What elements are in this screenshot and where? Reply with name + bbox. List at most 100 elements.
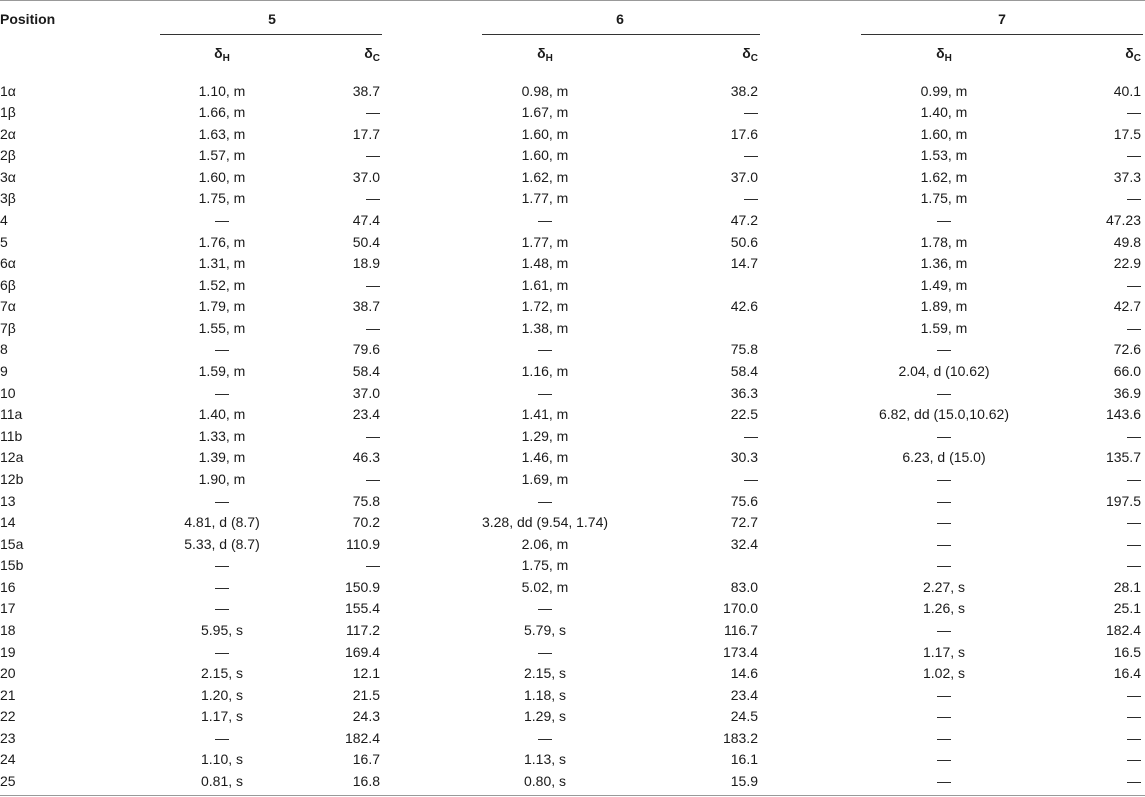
delta-h-5-cell: 1.63, m [198, 125, 246, 142]
delta-c-6-cell: 23.4 [730, 686, 758, 703]
position-cell: 2α [0, 125, 16, 142]
delta-c-7-cell: 66.0 [1113, 363, 1141, 380]
delta-h-7-cell: — [937, 341, 951, 358]
group-header-6: 6 [616, 11, 624, 27]
delta-c-7-cell: — [1127, 535, 1141, 552]
bottom-rule [0, 795, 1145, 796]
delta-c-7-cell: 49.8 [1113, 233, 1141, 250]
delta-h-7-cell: 1.60, m [920, 125, 968, 142]
delta-h-5-cell: 1.40, m [198, 406, 246, 423]
delta-h-5-cell: 1.66, m [198, 104, 246, 121]
position-cell: 20 [0, 665, 16, 682]
position-cell: 15b [0, 557, 24, 574]
delta-c-header-7: δC [1125, 45, 1141, 64]
delta-h-5-cell: — [215, 729, 229, 746]
delta-h-7-cell: — [937, 686, 951, 703]
position-cell: 13 [0, 492, 16, 509]
delta-h-5-cell: — [215, 578, 229, 595]
delta-h-5-cell: 1.57, m [198, 147, 246, 164]
delta-c-7-cell: 28.1 [1113, 578, 1141, 595]
delta-h-6-cell: 1.48, m [521, 255, 569, 272]
position-cell: 5 [0, 233, 8, 250]
delta-c-6-cell: 83.0 [730, 578, 758, 595]
delta-h-header-6: δH [537, 45, 553, 64]
delta-c-6-cell: 116.7 [724, 622, 758, 638]
position-cell: 3α [0, 168, 16, 185]
delta-h-6-cell: 1.13, s [523, 751, 567, 768]
position-cell: 25 [0, 773, 16, 790]
delta-c-5-cell: 79.6 [352, 341, 380, 358]
group-rule-7 [861, 34, 1143, 35]
delta-c-7-cell: — [1127, 427, 1141, 444]
delta-c-6-cell: 75.8 [730, 341, 758, 358]
delta-c-7-cell: — [1127, 708, 1141, 725]
delta-c-6-cell: 42.6 [730, 298, 758, 315]
delta-h-6-cell: — [538, 600, 552, 617]
delta-c-5-cell: — [366, 104, 380, 121]
delta-c-7-cell: — [1127, 729, 1141, 746]
delta-c-7-cell: — [1127, 104, 1141, 121]
delta-h-6-cell: — [538, 211, 552, 228]
delta-c-5-cell: 24.3 [352, 708, 380, 725]
delta-h-7-cell: 2.27, s [922, 578, 966, 595]
delta-c-7-cell: 36.9 [1113, 384, 1141, 401]
delta-h-7-cell: 1.26, s [922, 600, 966, 617]
delta-h-7-cell: — [937, 729, 951, 746]
delta-c-5-cell: 16.8 [352, 773, 380, 790]
delta-c-6-cell: 32.4 [730, 535, 758, 552]
delta-h-5-cell: 1.79, m [198, 298, 246, 315]
delta-h-5-cell: 2.15, s [200, 665, 244, 682]
position-cell: 1α [0, 82, 16, 99]
delta-c-7-cell: — [1127, 773, 1141, 790]
position-cell: 24 [0, 751, 16, 768]
top-rule [0, 0, 1145, 1]
delta-h-7-cell: — [937, 773, 951, 790]
delta-h-6-cell: 0.80, s [523, 773, 567, 790]
delta-c-6-cell: 16.1 [730, 751, 758, 768]
delta-c-5-cell: — [366, 190, 380, 207]
delta-c-5-cell: 150.9 [344, 578, 380, 595]
delta-h-5-cell: 1.52, m [198, 276, 246, 293]
delta-c-7-cell: 16.5 [1113, 643, 1141, 660]
delta-c-5-cell: 38.7 [352, 82, 380, 99]
delta-c-6-cell: 14.6 [730, 665, 758, 682]
delta-h-7-cell: 1.59, m [920, 319, 968, 336]
group-header-7: 7 [998, 11, 1006, 27]
position-cell: 9 [0, 363, 8, 380]
delta-h-7-cell: 1.40, m [920, 104, 968, 121]
delta-c-7-cell: 135.7 [1105, 449, 1141, 466]
delta-c-6-cell: 38.2 [730, 82, 758, 99]
delta-c-6-cell: — [744, 104, 758, 121]
delta-h-7-cell: 2.04, d (10.62) [898, 363, 990, 380]
delta-c-5-cell: — [366, 147, 380, 164]
delta-c-7-cell: — [1127, 751, 1141, 768]
delta-h-5-cell: — [215, 492, 229, 509]
position-cell: 17 [0, 600, 16, 617]
delta-c-7-cell: 47.23 [1105, 211, 1141, 228]
delta-c-6-cell: 37.0 [730, 168, 758, 185]
delta-h-6-cell: 1.62, m [521, 168, 569, 185]
delta-h-7-cell: 1.36, m [920, 255, 968, 272]
delta-c-6-cell: 75.6 [730, 492, 758, 509]
delta-c-7-cell: 16.4 [1113, 665, 1141, 682]
delta-h-7-cell: — [937, 535, 951, 552]
delta-h-6-cell: 1.72, m [521, 298, 569, 315]
position-cell: 7β [0, 319, 16, 336]
delta-c-6-cell: 14.7 [730, 255, 758, 272]
delta-c-7-cell: — [1127, 514, 1141, 531]
delta-h-7-cell: — [937, 514, 951, 531]
delta-h-5-cell: — [215, 643, 229, 660]
delta-h-7-cell: 1.75, m [920, 190, 968, 207]
delta-h-5-cell: 4.81, d (8.7) [184, 514, 260, 531]
delta-c-5-cell: 117.2 [346, 622, 380, 638]
delta-h-6-cell: 2.15, s [523, 665, 567, 682]
delta-h-5-cell: 1.20, s [200, 686, 244, 703]
delta-c-5-cell: 70.2 [352, 514, 380, 531]
delta-h-6-cell: 1.67, m [521, 104, 569, 121]
delta-c-header-5: δC [364, 45, 380, 64]
delta-h-7-cell: — [937, 557, 951, 574]
delta-c-7-cell: — [1127, 276, 1141, 293]
delta-c-5-cell: 38.7 [352, 298, 380, 315]
delta-h-5-cell: 1.76, m [198, 233, 246, 250]
delta-c-5-cell: 169.4 [344, 643, 380, 660]
